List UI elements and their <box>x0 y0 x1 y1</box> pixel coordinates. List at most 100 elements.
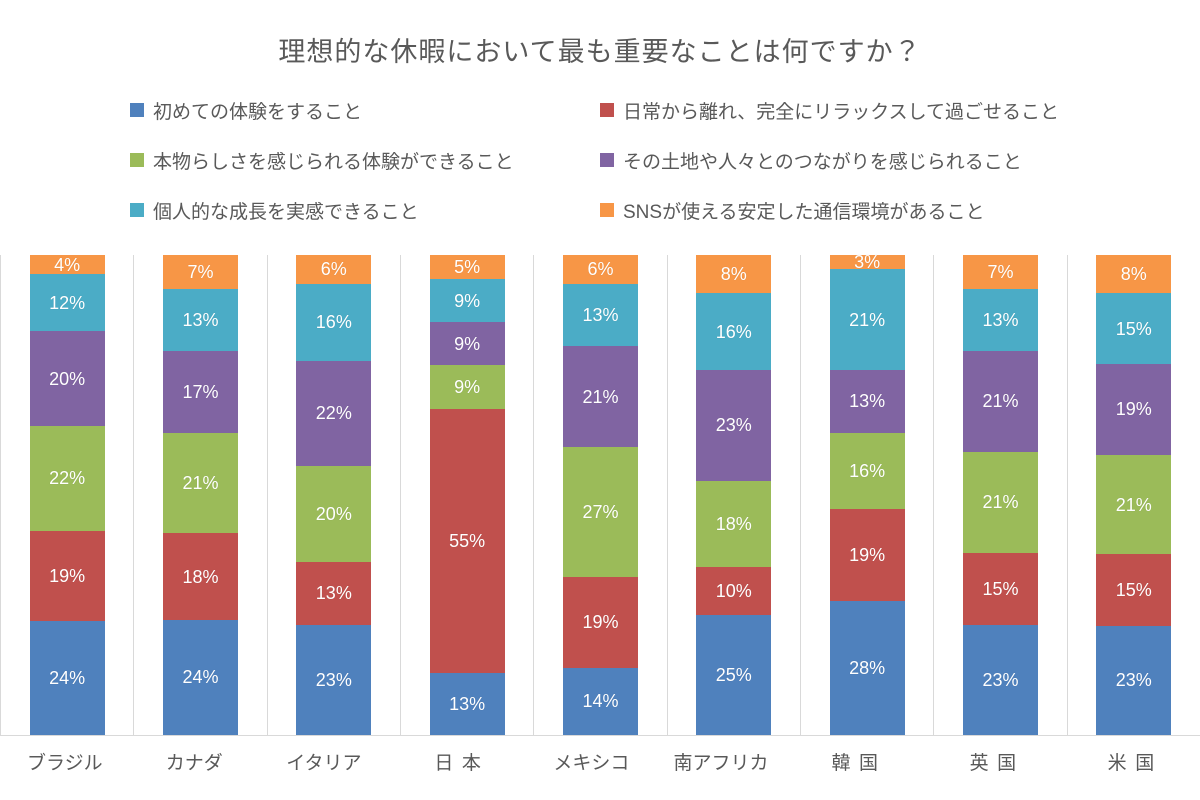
segment-value-label: 21% <box>582 386 619 407</box>
bar-segment: 18% <box>696 480 772 567</box>
legend-item: 個人的な成長を実感できること <box>130 199 600 223</box>
legend-label: 本物らしさを感じられる体験ができること <box>153 151 514 173</box>
segment-value-label: 8% <box>1120 264 1147 285</box>
bar-segment: 19% <box>1096 364 1172 455</box>
stacked-bar: 13% 55% 9% 9% 9% 5% <box>429 255 505 735</box>
segment-value-label: 23% <box>982 669 1019 690</box>
category-label: イタリア <box>286 753 362 774</box>
bar-segment: 14% <box>562 667 638 735</box>
bar-segment: 10% <box>696 567 772 615</box>
bar-segment: 15% <box>962 552 1038 625</box>
category-column: 23% 13% 20% 22% 16% 6% <box>266 255 400 735</box>
bar-segment: 22% <box>296 360 372 467</box>
category-column: 24% 19% 22% 20% 12% 4% <box>0 255 133 735</box>
bar-segment: 19% <box>29 530 105 621</box>
bar-segment: 13% <box>962 288 1038 352</box>
segment-value-label: 21% <box>182 473 219 494</box>
bar-segment: 28% <box>829 600 905 735</box>
segment-value-label: 23% <box>715 415 752 436</box>
legend-item: その土地や人々とのつながりを感じられること <box>600 149 1200 173</box>
segment-value-label: 13% <box>849 391 886 412</box>
segment-value-label: 25% <box>715 665 752 685</box>
segment-value-label: 6% <box>320 259 347 280</box>
segment-value-label: 6% <box>587 259 614 280</box>
segment-value-label: 9% <box>454 333 481 354</box>
legend-label: 日常から離れ、完全にリラックスして過ごせること <box>623 101 1060 123</box>
bar-segment: 23% <box>962 624 1038 735</box>
category-column: 23% 15% 21% 21% 13% 7% <box>933 255 1066 735</box>
segment-value-label: 4% <box>54 254 81 275</box>
legend-item: 日常から離れ、完全にリラックスして過ごせること <box>600 99 1200 123</box>
category-label: 英国 <box>969 753 1025 774</box>
legend-item: 本物らしさを感じられる体験ができること <box>130 149 600 173</box>
legend-swatch-icon <box>130 203 144 217</box>
category-label: 韓国 <box>831 753 887 774</box>
category-column: 28% 19% 16% 13% 21% 3% <box>799 252 933 735</box>
stacked-bar: 25% 10% 18% 23% 16% 8% <box>696 255 772 735</box>
bar-segment: 16% <box>696 293 772 371</box>
segment-value-label: 16% <box>849 461 886 482</box>
chart-title: 理想的な休暇において最も重要なことは何ですか？ <box>278 37 922 67</box>
stacked-bar: 24% 19% 22% 20% 12% 4% <box>29 254 105 735</box>
bar-segment: 55% <box>429 408 505 673</box>
legend: 初めての体験をすること 日常から離れ、完全にリラックスして過ごせること本物らしさを… <box>130 99 1200 223</box>
legend-swatch-icon <box>600 203 614 217</box>
bar-segment: 8% <box>1096 255 1172 294</box>
bar-segment: 7% <box>162 255 238 289</box>
segment-value-label: 13% <box>315 583 352 604</box>
segment-value-label: 27% <box>582 501 619 522</box>
stacked-bar: 28% 19% 16% 13% 21% 3% <box>829 252 905 735</box>
category-label: カナダ <box>165 753 223 774</box>
bar-segment: 23% <box>696 370 772 481</box>
category-column: 25% 10% 18% 23% 16% 8% <box>666 255 800 735</box>
segment-value-label: 18% <box>182 566 219 587</box>
segment-value-label: 5% <box>454 257 481 278</box>
bar-segment: 13% <box>429 672 505 735</box>
bar-segment: 20% <box>29 331 105 427</box>
bar-segment: 15% <box>1096 293 1172 365</box>
bar-segment: 21% <box>562 346 638 448</box>
legend-label: その土地や人々とのつながりを感じられること <box>623 151 1022 173</box>
bar-segment: 5% <box>429 255 505 280</box>
segment-value-label: 15% <box>1115 580 1152 601</box>
stacked-bar: 14% 19% 27% 21% 13% 6% <box>562 255 638 735</box>
segment-value-label: 21% <box>982 391 1019 412</box>
segment-value-label: 19% <box>582 612 619 633</box>
bar-segment: 21% <box>829 269 905 371</box>
segment-value-label: 7% <box>187 261 214 282</box>
bar-segment: 13% <box>562 283 638 347</box>
segment-value-label: 21% <box>982 492 1019 513</box>
bar-segment: 6% <box>562 255 638 284</box>
legend-label: SNSが使える安定した通信環境があること <box>623 201 985 223</box>
category-column: 13% 55% 9% 9% 9% 5% <box>399 255 533 735</box>
bar-segment: 13% <box>296 562 372 625</box>
category-label: 米国 <box>1107 753 1163 774</box>
legend-swatch-icon <box>130 103 144 117</box>
legend-label: 初めての体験をすること <box>153 101 363 123</box>
segment-value-label: 55% <box>449 530 486 551</box>
segment-value-label: 13% <box>449 693 486 714</box>
segment-value-label: 10% <box>715 581 752 601</box>
segment-value-label: 22% <box>315 403 352 424</box>
legend-label: 個人的な成長を実感できること <box>153 201 419 223</box>
bar-segment: 18% <box>162 533 238 620</box>
bar-segment: 24% <box>162 619 238 735</box>
segment-value-label: 20% <box>315 504 352 525</box>
bar-segment: 21% <box>962 451 1038 553</box>
bar-segment: 21% <box>962 351 1038 452</box>
segment-value-label: 15% <box>982 578 1019 599</box>
segment-value-label: 23% <box>315 669 352 690</box>
stacked-bar: 23% 15% 21% 19% 15% 8% <box>1096 255 1172 735</box>
category-axis: ブラジル カナダ イタリア 日本 メキシコ 南アフリカ 韓国 英国 米国 <box>0 748 1200 775</box>
bar-segment: 19% <box>562 576 638 668</box>
segment-value-label: 19% <box>849 545 886 566</box>
category-column: 24% 18% 21% 17% 13% 7% <box>133 255 266 735</box>
bar-segment: 3% <box>829 252 905 273</box>
segment-value-label: 3% <box>854 252 881 273</box>
category-column: 14% 19% 27% 21% 13% 6% <box>533 255 666 735</box>
segment-value-label: 24% <box>182 667 219 688</box>
bar-segment: 20% <box>296 466 372 563</box>
bar-segment: 7% <box>962 255 1038 289</box>
stacked-bar: 23% 13% 20% 22% 16% 6% <box>296 255 372 735</box>
legend-item: 初めての体験をすること <box>130 99 600 123</box>
